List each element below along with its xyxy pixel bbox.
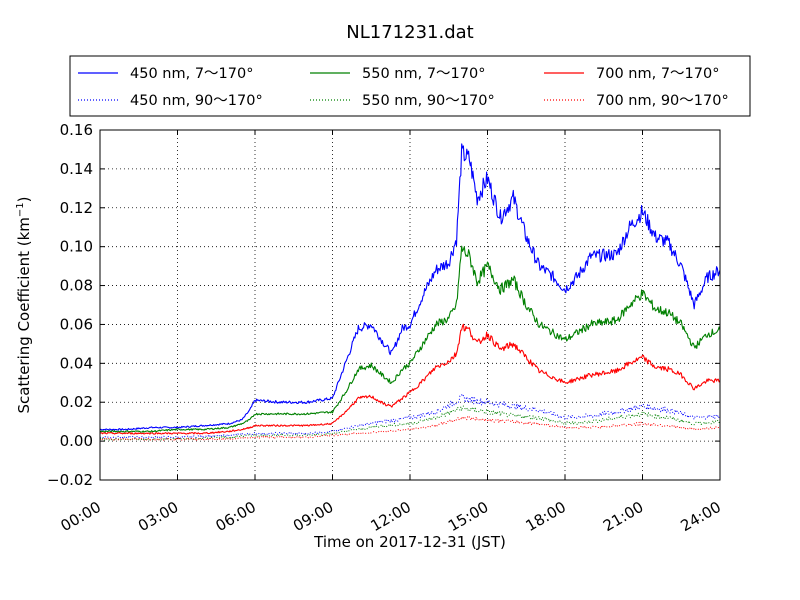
y-tick-label: 0.06 (60, 315, 93, 333)
series-line-3 (99, 405, 721, 441)
legend-label-5: 700 nm, 90～170° (596, 93, 729, 109)
x-tick-label: 21:00 (600, 498, 646, 535)
x-tick-label: 12:00 (368, 498, 414, 535)
series-line-5 (99, 416, 721, 441)
y-axis-label-sup: −1 (15, 202, 26, 217)
chart-title: NL171231.dat (346, 22, 473, 43)
legend-label-1: 450 nm, 90～170° (130, 93, 263, 109)
y-tick-label: 0.08 (60, 277, 93, 295)
y-tick-label: −0.02 (47, 471, 93, 489)
x-axis-label: Time on 2017-12-31 (JST) (313, 533, 506, 551)
y-tick-label: 0.10 (60, 238, 93, 256)
series-line-0 (99, 143, 721, 431)
legend-label-3: 550 nm, 90～170° (362, 93, 495, 109)
grid (100, 130, 720, 480)
x-tick-label: 09:00 (290, 498, 336, 535)
x-tick-label: 15:00 (445, 498, 491, 535)
x-tick-label: 00:00 (58, 498, 104, 535)
series-line-2 (99, 245, 721, 433)
x-tick-label: 06:00 (213, 498, 259, 535)
y-tick-label: 0.00 (60, 432, 93, 450)
x-tick-label: 03:00 (135, 498, 181, 535)
y-axis-label-end: ) (15, 196, 33, 202)
series-group (99, 143, 721, 441)
y-tick-label: 0.02 (60, 393, 93, 411)
y-tick-label: 0.04 (60, 354, 93, 372)
x-tick-label: 18:00 (523, 498, 569, 535)
y-tick-label: 0.12 (60, 199, 93, 217)
legend-label-0: 450 nm, 7～170° (130, 66, 253, 82)
y-tick-label: 0.14 (60, 160, 93, 178)
x-tick-label: 24:00 (678, 498, 724, 535)
series-line-4 (99, 323, 721, 435)
y-tick-label: 0.16 (60, 121, 93, 139)
ticks: 00:00 03:00 06:00 09:00 12:00 15:00 18:00 21:00… (47, 121, 724, 535)
legend: 450 nm, 7～170° 550 nm, 7～170° 700 nm, 7～17… (69, 55, 751, 117)
legend-frame (69, 55, 751, 117)
legend-label-2: 550 nm, 7～170° (362, 66, 485, 82)
series-line-1 (99, 394, 721, 439)
legend-label-4: 700 nm, 7～170° (596, 66, 719, 82)
y-axis-label: Scattering Coefficient (km−1) (15, 196, 33, 413)
y-axis-label-main: Scattering Coefficient (km (15, 217, 33, 413)
